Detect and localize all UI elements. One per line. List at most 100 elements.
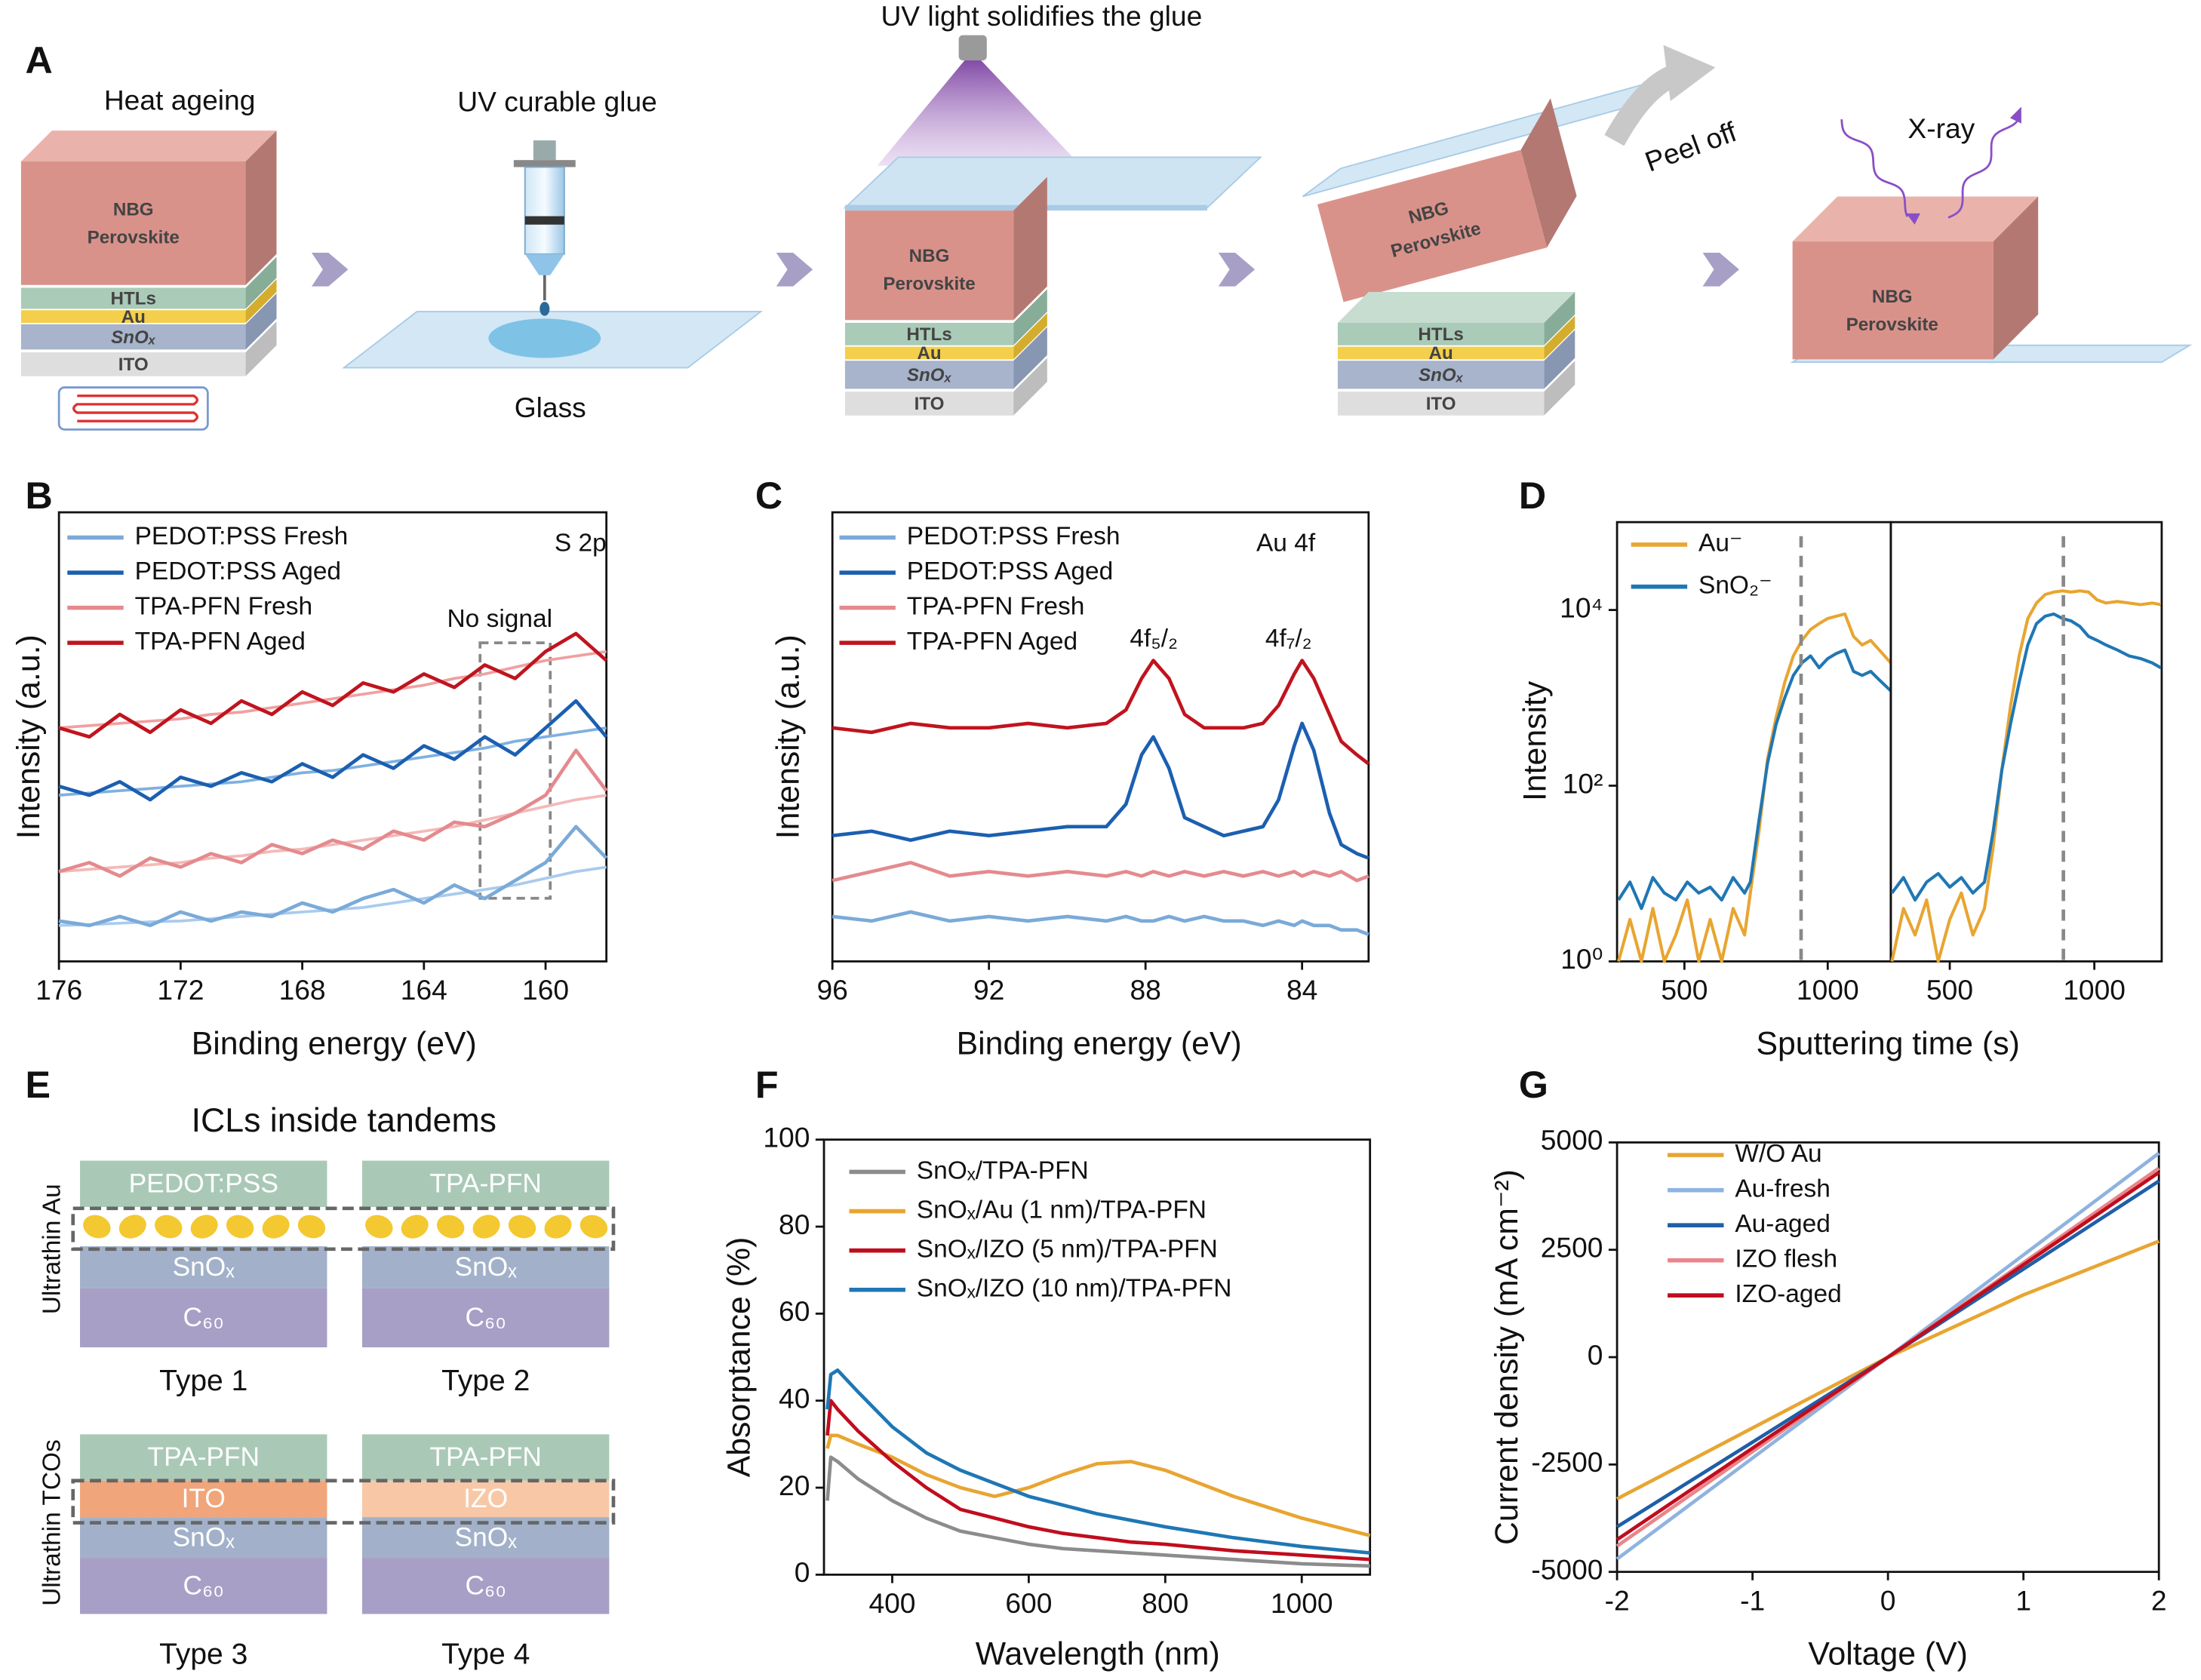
legend-label: IZO-aged	[1735, 1280, 1841, 1308]
x-tick-label: 1	[2015, 1584, 2031, 1616]
block-front	[844, 392, 1014, 416]
data-line	[58, 631, 608, 739]
gold-particle	[436, 1215, 465, 1239]
layer-label: SnOₓ	[455, 1252, 518, 1282]
x-tick-label: 92	[973, 974, 1004, 1006]
highlight-box	[478, 641, 552, 900]
data-line	[1890, 612, 2162, 902]
y-tick-label: -2500	[1531, 1446, 1603, 1478]
y-axis-title: Intensity (a.u.)	[11, 634, 47, 839]
block-front	[844, 361, 1014, 389]
block-front	[20, 324, 246, 350]
block-side	[1544, 292, 1575, 346]
y-axis-title: Absorptance (%)	[721, 1237, 758, 1478]
legend-label: TPA-PFN Fresh	[135, 592, 313, 620]
block-label: Perovskite	[88, 228, 180, 248]
block-side	[245, 256, 277, 309]
block-side	[1993, 196, 2039, 360]
x-tick-label: 164	[401, 974, 447, 1006]
gold-particle	[155, 1215, 183, 1239]
syringe-tip	[524, 253, 564, 275]
legend-label: Au⁻	[1698, 530, 1743, 557]
type-label: Type 3	[159, 1639, 247, 1671]
x-tick-label: 0	[1880, 1584, 1896, 1616]
heater	[57, 386, 209, 431]
block-front	[1317, 149, 1548, 303]
legend-label: PEDOT:PSS Fresh	[135, 522, 349, 550]
block-side	[1013, 289, 1047, 346]
data-line	[825, 1368, 1370, 1555]
annotation: No signal	[447, 605, 553, 633]
x-tick-label: 500	[1661, 974, 1708, 1006]
row-label: Ultrathin Au	[38, 1184, 66, 1314]
layer	[80, 1558, 327, 1614]
x-tick-label: 168	[279, 974, 326, 1006]
legend-label: Au-aged	[1735, 1210, 1831, 1238]
x-tick-label: 84	[1286, 974, 1317, 1006]
gold-particle	[365, 1215, 393, 1239]
layer	[80, 1246, 327, 1288]
legend-label: PEDOT:PSS Aged	[135, 557, 341, 585]
layer	[361, 1246, 610, 1288]
step-arrow	[776, 252, 813, 287]
x-tick-label: 1000	[1271, 1587, 1333, 1619]
fit-line	[59, 865, 607, 927]
step-arrow	[311, 252, 349, 287]
gold-particle	[190, 1215, 218, 1239]
data-line	[58, 825, 608, 928]
xray-head	[1906, 213, 1920, 225]
y-tick-label: 10²	[1563, 767, 1603, 799]
y-tick-label: 5000	[1541, 1124, 1603, 1156]
fit-line	[58, 650, 607, 729]
legend-label: SnOₓ/IZO (10 nm)/TPA-PFN	[917, 1275, 1232, 1303]
layer	[361, 1160, 610, 1207]
legend-label: PEDOT:PSS Aged	[907, 557, 1113, 585]
layer-label: HTLs	[1418, 324, 1463, 345]
layer-label: SnOₓ	[1419, 365, 1464, 385]
heater-coil	[72, 395, 199, 422]
y-tick-label: 10⁰	[1560, 943, 1603, 975]
x-tick-label: 172	[157, 974, 204, 1006]
y-tick-label: 100	[763, 1122, 810, 1153]
block-label: Perovskite	[1846, 315, 1938, 335]
legend-label: Au-fresh	[1735, 1175, 1831, 1202]
type-label: Type 4	[441, 1639, 530, 1671]
legend-label: TPA-PFN Fresh	[907, 592, 1085, 620]
legend-label: TPA-PFN Aged	[135, 628, 306, 656]
y-tick-label: 80	[779, 1209, 810, 1240]
layer-label: PEDOT:PSS	[129, 1169, 278, 1198]
row-label: Ultrathin TCOs	[38, 1439, 66, 1606]
plot-frame	[831, 511, 1370, 963]
peel-arrow-head	[1663, 45, 1716, 102]
x-tick-label: 160	[522, 974, 569, 1006]
block-side	[1013, 327, 1047, 389]
legend-label: W/O Au	[1735, 1140, 1821, 1168]
layer-label: Au	[917, 343, 941, 364]
block-front	[1337, 322, 1545, 346]
layer	[80, 1288, 327, 1348]
block-front	[1337, 392, 1545, 416]
xray-in	[1840, 119, 1909, 217]
x-tick-label: 88	[1130, 974, 1160, 1006]
step-label: Peel off	[1640, 115, 1741, 178]
type-label: Type 2	[441, 1365, 530, 1397]
drop	[539, 302, 550, 316]
x-tick-label: -2	[1605, 1584, 1630, 1616]
layer	[361, 1288, 610, 1348]
type-label: Type 1	[159, 1365, 247, 1397]
x-axis-title: Wavelength (nm)	[976, 1636, 1220, 1672]
layer-label: C₆₀	[465, 1303, 506, 1332]
panel-label: F	[755, 1064, 779, 1106]
x-tick-label: 1000	[1797, 974, 1859, 1006]
legend-label: SnOₓ/IZO (5 nm)/TPA-PFN	[917, 1235, 1218, 1263]
gold-particle	[472, 1215, 500, 1239]
block-side	[1013, 312, 1047, 360]
layer-label: HTLs	[111, 289, 156, 309]
block-label: NBG	[909, 246, 950, 266]
step-label: X-ray	[1907, 112, 1975, 144]
layer	[361, 1434, 610, 1481]
block-side	[1013, 177, 1047, 321]
block-front	[844, 346, 1014, 360]
block-front	[20, 287, 246, 309]
